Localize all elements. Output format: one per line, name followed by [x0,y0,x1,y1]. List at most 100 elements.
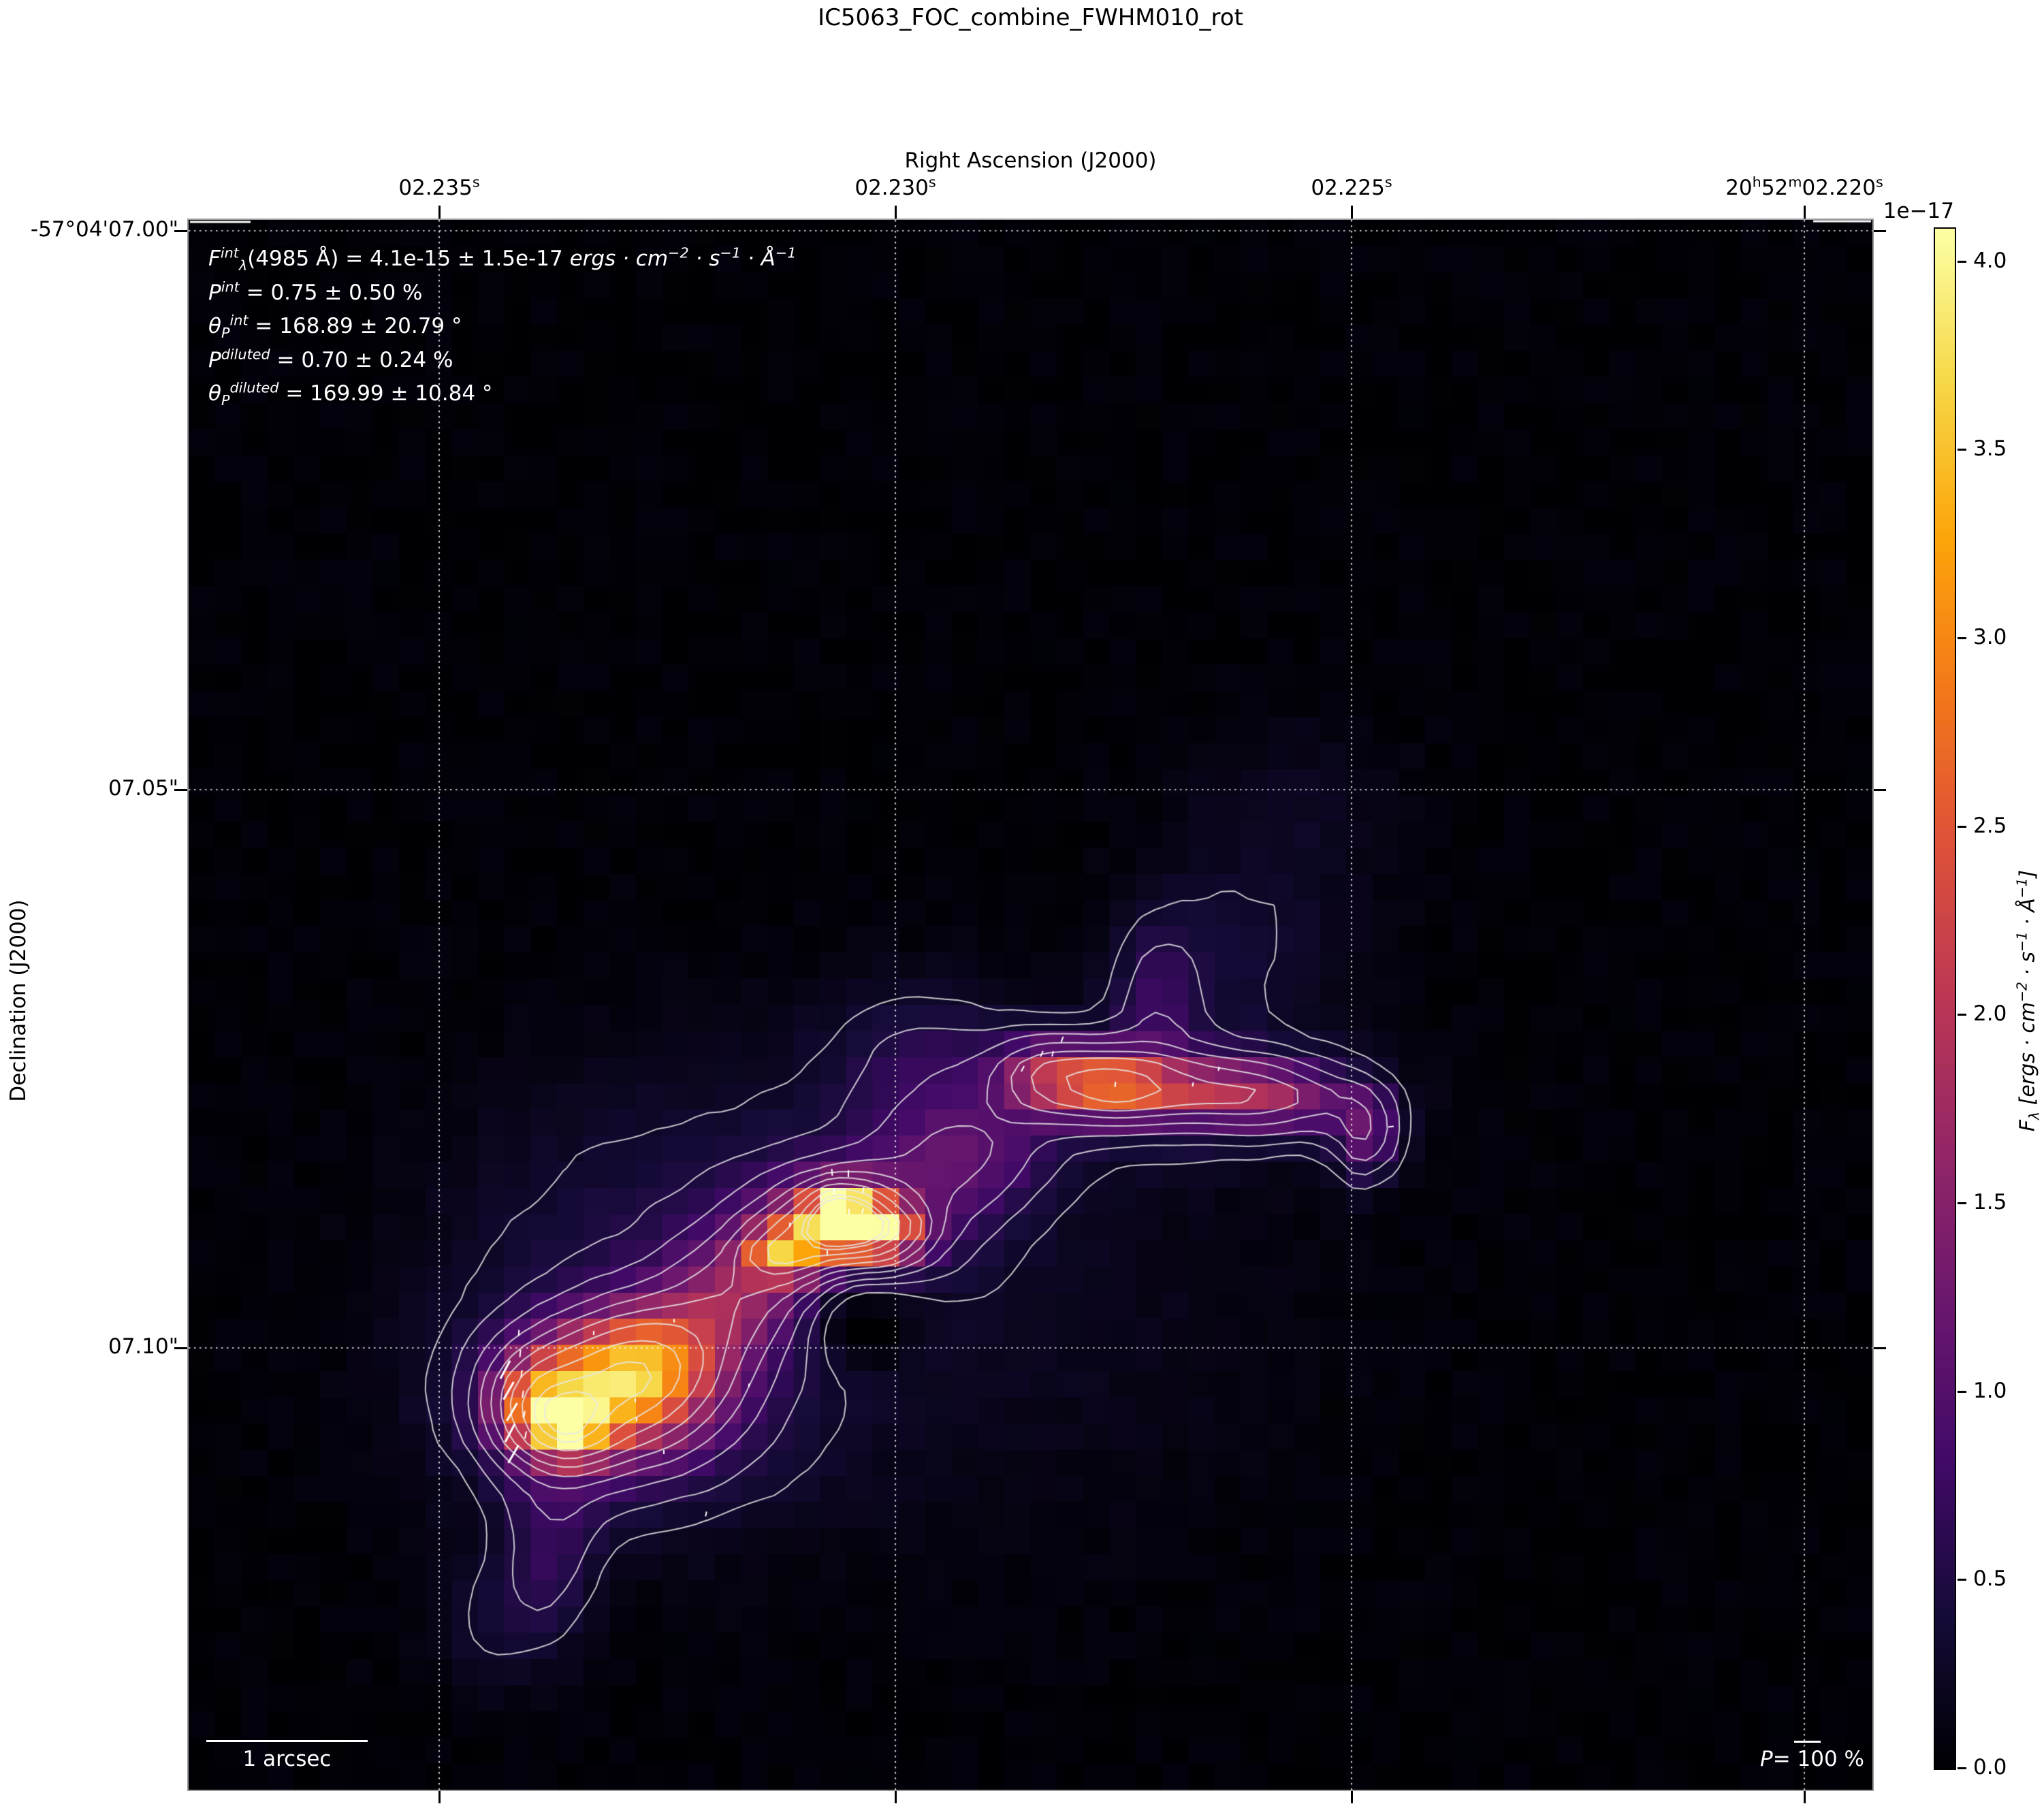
polarization-scale-label: P= 100 % [1760,1747,1864,1771]
y-tick-mark-right [1873,230,1886,232]
y-tick-label: 07.05" [108,776,178,801]
y-tick-mark [174,789,188,791]
text-segment: −1 [2013,877,2030,899]
x-tick-mark [438,206,441,219]
text-segment: int [221,278,240,295]
text-segment: · Å [741,246,776,271]
text-segment: · Å [2015,898,2040,932]
scalebar-label: 1 arcsec [242,1747,332,1771]
colorbar-tick-mark [1958,825,1966,828]
colorbar-tick-mark [1958,449,1966,451]
x-tick-mark-bottom [895,1790,897,1803]
text-segment: s [472,174,480,191]
text-segment: · s [2015,952,2040,982]
x-tick-label: 02.225s [1209,174,1495,200]
x-tick-label: 20h52m02.220s [1661,174,1947,200]
colorbar-tick-mark [1958,637,1966,640]
y-tick-mark-right [1873,1347,1886,1349]
figure-title: IC5063_FOC_combine_FWHM010_rot [818,4,1243,31]
colorbar-tick-label: 3.0 [1973,625,2007,650]
text-segment: 20 [1725,176,1753,200]
text-segment: P [208,280,221,305]
colorbar-tick-mark [1958,1014,1966,1016]
colorbar-axis-label: Fλ [ergs · cm−2 · s−1 · Å−1] [2013,869,2043,1132]
colorbar-tick-label: 0.0 [1973,1755,2007,1779]
text-segment: h [1752,174,1761,191]
x-tick-mark-bottom [1804,1790,1806,1803]
annotation-theta-int: θPint = 168.89 ± 20.79 ° [208,310,796,344]
text-segment: −2 [2013,982,2030,1002]
text-segment: F [208,246,221,271]
text-segment: 52 [1761,176,1789,200]
text-segment: 02.225 [1311,176,1385,200]
colorbar-tick-mark [1958,1202,1966,1205]
x-tick-mark-bottom [438,1790,441,1803]
text-segment: int [229,312,249,329]
text-segment: 02.235 [398,176,473,200]
text-segment: int [220,244,239,261]
colorbar-tick-mark [1958,1767,1966,1769]
colorbar-tick-mark [1958,1579,1966,1581]
y-axis-label: Declination (J2000) [6,899,31,1102]
colorbar-tick-label: 1.5 [1973,1190,2007,1215]
text-segment: s [1875,174,1883,191]
text-segment: = 100 % [1772,1747,1865,1771]
text-segment: s [1384,174,1392,191]
colorbar-tick-label: 2.0 [1973,1001,2007,1027]
text-segment: m [1788,174,1802,191]
annotation-p-diluted: Pdiluted = 0.70 ± 0.24 % [208,344,796,378]
polarization-scale-line [1794,1741,1821,1743]
text-segment: diluted [229,379,279,396]
text-segment: λ [2026,1111,2043,1120]
x-tick-mark [1351,206,1353,219]
x-tick-label: 02.235s [296,174,582,200]
colorbar [1934,227,1956,1770]
text-segment: s [928,174,936,191]
text-segment: θ [208,314,221,338]
text-segment: = 0.70 ± 0.24 % [270,347,453,372]
x-tick-mark [1804,206,1806,219]
text-segment: = 168.89 ± 20.79 ° [248,314,462,338]
colorbar-tick-mark [1958,260,1966,263]
text-segment: 02.220 [1802,176,1876,200]
colorbar-tick-label: 2.5 [1973,813,2007,838]
text-segment: P [1760,1747,1773,1771]
y-tick-mark-right [1873,789,1886,791]
colorbar-tick-label: 4.0 [1973,248,2007,273]
text-segment: = 169.99 ± 10.84 ° [278,381,493,406]
contour-overlay-canvas [189,220,1872,1790]
text-segment: −1 [2013,931,2030,952]
y-tick-label: -57°04'07.00" [30,217,178,242]
x-tick-mark [895,206,897,219]
text-segment: (4985 Å) = 4.1e-15 ± 1.5e-17 [247,246,570,271]
text-segment: −1 [775,244,797,261]
flux-map-plot-area [189,220,1872,1790]
text-segment: [ [2015,1097,2040,1112]
colorbar-tick-label: 1.0 [1973,1378,2007,1403]
annotation-theta-diluted: θPdiluted = 169.99 ± 10.84 ° [208,377,796,411]
y-tick-label: 07.10" [108,1334,178,1359]
text-segment: −1 [720,244,741,261]
scalebar-line [206,1740,368,1742]
text-segment: θ [208,381,221,406]
text-segment: · s [688,246,720,271]
text-segment: 02.230 [855,176,929,200]
x-axis-label: Right Ascension (J2000) [904,148,1157,173]
y-tick-mark [174,230,188,232]
colorbar-tick-label: 3.5 [1973,436,2007,462]
text-segment: ] [2015,869,2040,878]
text-segment: P [221,392,230,409]
colorbar-gradient [1935,229,1955,1769]
colorbar-offset-text: 1e−17 [1883,199,1954,223]
colorbar-tick-label: 0.5 [1973,1566,2007,1592]
x-tick-mark-bottom [1351,1790,1353,1803]
text-segment: −2 [668,244,689,261]
text-segment: = 0.75 ± 0.50 % [239,280,423,305]
text-segment: diluted [221,346,270,363]
x-tick-label: 02.230s [752,174,1038,200]
text-segment: F [2015,1119,2040,1132]
text-segment: P [221,325,230,342]
text-segment: ergs · cm [2015,1001,2040,1097]
text-segment: P [208,347,221,372]
